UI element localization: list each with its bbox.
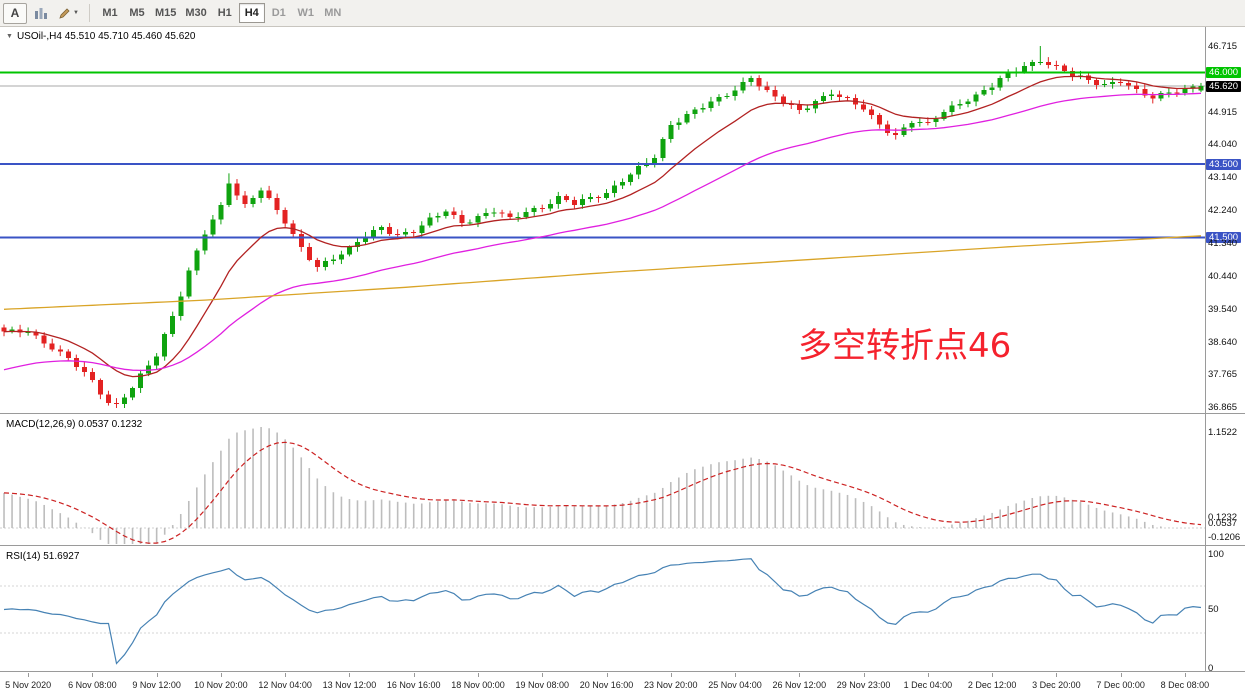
axis-label: 100 (1208, 549, 1224, 560)
time-tick (92, 673, 94, 677)
time-tick (1056, 673, 1058, 677)
timeframe-button-m15[interactable]: M15 (151, 3, 180, 23)
time-tick (285, 673, 287, 677)
time-tick (799, 673, 801, 677)
rsi-panel-title: RSI(14) 51.6927 (6, 551, 80, 562)
timeframe-button-m1[interactable]: M1 (97, 3, 123, 23)
axis-label: 43.140 (1208, 171, 1238, 183)
time-axis-label: 20 Nov 16:00 (579, 680, 634, 690)
time-tick (220, 673, 222, 677)
time-tick (542, 673, 544, 677)
time-axis-label: 19 Nov 08:00 (515, 680, 570, 690)
timeframe-button-d1[interactable]: D1 (266, 3, 292, 23)
time-tick (927, 673, 929, 677)
symbol-ohlc-label: USOil-,H4 45.510 45.710 45.460 45.620 (16, 31, 196, 42)
time-axis-label: 5 Nov 2020 (5, 680, 52, 690)
pencil-icon (59, 7, 70, 19)
toolbar: A ▼ M1 M5 M15 M30 H1 H4 D1 W1 MN (0, 0, 1245, 27)
axis-label: 0.0537 (1208, 518, 1238, 530)
chart-annotation: 多空转折点46 (798, 326, 1012, 366)
main-panel-title: ▼ USOil-,H4 45.510 45.710 45.460 45.620 (6, 31, 195, 42)
timeframe-button-mn[interactable]: MN (320, 3, 346, 23)
time-axis-label: 12 Nov 04:00 (258, 680, 312, 690)
price-level-badge: 46.000 (1206, 66, 1242, 78)
chart-icon (35, 7, 47, 19)
new-chart-button[interactable] (29, 3, 53, 24)
time-tick (477, 673, 479, 677)
axis-label: -0.1206 (1208, 532, 1241, 544)
timeframe-button-h4[interactable]: H4 (238, 3, 265, 23)
drawing-tools-button[interactable]: ▼ (55, 3, 82, 24)
axis-label: 44.040 (1208, 138, 1238, 150)
collapse-arrow-icon[interactable]: ▼ (6, 33, 13, 40)
axis-label: 44.915 (1208, 106, 1238, 118)
price-level-badge: 43.500 (1206, 158, 1242, 170)
time-tick (413, 673, 415, 677)
time-axis[interactable]: 5 Nov 2020 6 Nov 08:00 9 Nov 12:00 10 Nov 2… (0, 673, 1245, 697)
timeframe-button-m30[interactable]: M30 (181, 3, 210, 23)
time-axis-label: 26 Nov 12:00 (772, 680, 827, 690)
axis-label: 38.640 (1208, 337, 1238, 349)
time-axis-label: 6 Nov 08:00 (68, 680, 117, 690)
price-level-badge: 41.500 (1206, 232, 1242, 244)
text-tool-button[interactable]: A (3, 2, 27, 24)
timeframe-button-m5[interactable]: M5 (124, 3, 150, 23)
axis-label: 36.865 (1208, 402, 1238, 414)
time-axis-label: 8 Dec 08:00 (1160, 680, 1210, 690)
axis-label: 39.540 (1208, 304, 1238, 316)
axis-label: 42.240 (1208, 204, 1238, 216)
time-tick (863, 673, 865, 677)
timeframe-button-w1[interactable]: W1 (293, 3, 319, 23)
axis-label: 0.1232 (1208, 512, 1238, 524)
chart-canvas[interactable] (0, 27, 1245, 673)
timeframe-button-h1[interactable]: H1 (212, 3, 238, 23)
timeframe-group: M1 M5 M15 M30 H1 H4 D1 W1 MN (97, 3, 346, 23)
time-axis-label: 16 Nov 16:00 (386, 680, 441, 690)
price-level-badge: 45.620 (1206, 80, 1242, 92)
time-axis-label: 25 Nov 04:00 (708, 680, 762, 690)
time-axis-label: 18 Nov 00:00 (451, 680, 505, 690)
time-axis-label: 29 Nov 23:00 (836, 680, 891, 690)
time-axis-label: 10 Nov 20:00 (194, 680, 248, 690)
time-tick (992, 673, 994, 677)
time-axis-label: 23 Nov 20:00 (644, 680, 698, 690)
time-axis-label: 3 Dec 20:00 (1032, 680, 1081, 690)
time-tick (606, 673, 608, 677)
time-tick (670, 673, 672, 677)
time-tick (156, 673, 158, 677)
axis-label: 37.765 (1208, 369, 1238, 381)
time-axis-label: 9 Nov 12:00 (132, 680, 181, 690)
axis-label: 0 (1208, 662, 1214, 674)
chevron-down-icon: ▼ (73, 10, 79, 16)
toolbar-separator (88, 4, 90, 22)
time-axis-label: 7 Dec 00:00 (1096, 680, 1145, 690)
axis-label: 1.1522 (1208, 427, 1238, 439)
time-axis-label: 13 Nov 12:00 (322, 680, 377, 690)
time-tick (735, 673, 737, 677)
time-tick (349, 673, 351, 677)
time-axis-label: 1 Dec 04:00 (903, 680, 953, 690)
axis-label: 50 (1208, 604, 1219, 615)
axis-label: 41.340 (1208, 238, 1238, 250)
chart-region: ▼ USOil-,H4 45.510 45.710 45.460 45.620 … (0, 27, 1245, 697)
time-tick (1184, 673, 1186, 677)
time-tick (1120, 673, 1122, 677)
axis-label: 40.440 (1208, 271, 1238, 283)
macd-panel-title: MACD(12,26,9) 0.0537 0.1232 (6, 419, 143, 430)
axis-label: 46.715 (1208, 40, 1238, 52)
time-tick (28, 673, 30, 677)
time-axis-label: 2 Dec 12:00 (967, 680, 1017, 690)
